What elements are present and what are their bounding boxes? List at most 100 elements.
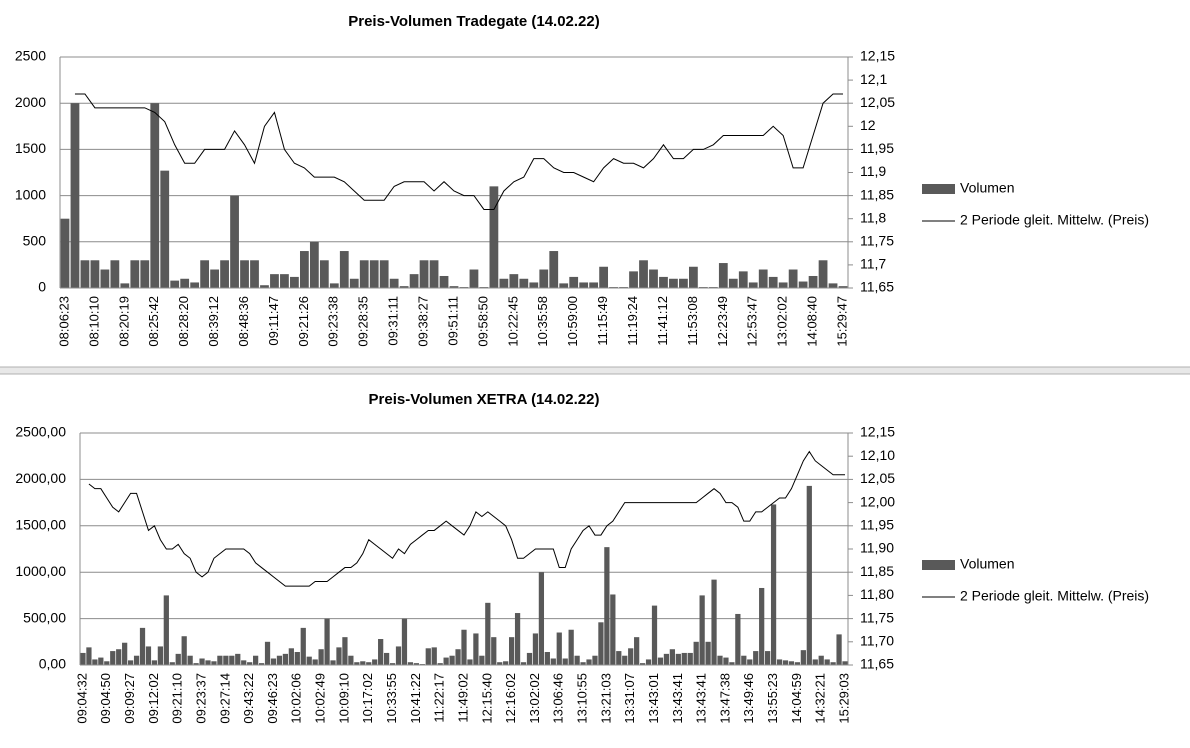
bar xyxy=(366,662,372,665)
bar xyxy=(728,278,738,288)
bar xyxy=(211,661,217,665)
bar xyxy=(449,655,455,665)
legend-label: Volumen xyxy=(960,556,1014,572)
splitter[interactable] xyxy=(0,367,1190,374)
x-tick-label: 10:02:49 xyxy=(313,673,328,724)
bar xyxy=(223,655,229,665)
legend-label: 2 Periode gleit. Mittelw. (Preis) xyxy=(960,212,1149,228)
bar xyxy=(359,260,369,288)
bar xyxy=(679,278,688,288)
bar xyxy=(395,646,402,665)
bar xyxy=(806,485,812,665)
y2-tick-label: 12,05 xyxy=(860,470,895,486)
bar xyxy=(329,283,339,288)
bar xyxy=(294,652,300,665)
bar xyxy=(473,633,479,665)
x-tick-label: 12:53:47 xyxy=(745,296,760,347)
bar xyxy=(270,658,277,665)
x-tick-label: 11:49:02 xyxy=(455,673,470,723)
bar xyxy=(199,658,205,665)
bar xyxy=(675,653,681,665)
bar xyxy=(409,274,419,288)
bar xyxy=(253,655,259,665)
bar xyxy=(181,636,187,665)
y2-tick-label: 12,1 xyxy=(860,71,887,87)
bar xyxy=(526,652,533,665)
y-tick-label: 1000,00 xyxy=(15,563,66,579)
x-tick-label: 08:06:23 xyxy=(56,296,71,347)
bar xyxy=(80,652,86,665)
x-tick-label: 09:21:10 xyxy=(170,673,185,724)
bar xyxy=(116,649,122,665)
bar xyxy=(378,639,384,665)
bar xyxy=(604,547,610,665)
bar xyxy=(104,661,110,665)
x-tick-label: 14:08:40 xyxy=(805,296,820,347)
bar xyxy=(599,266,609,288)
bar xyxy=(205,660,211,665)
y2-tick-label: 12,00 xyxy=(860,493,895,509)
bar xyxy=(260,285,269,288)
bar xyxy=(549,251,559,288)
bar xyxy=(467,659,473,665)
bar xyxy=(794,662,801,665)
x-tick-label: 11:41:12 xyxy=(655,296,670,346)
bar xyxy=(836,634,842,665)
x-tick-label: 10:22:45 xyxy=(505,296,520,347)
x-tick-label: 09:51:11 xyxy=(445,296,460,346)
x-tick-label: 11:22:17 xyxy=(432,673,447,723)
x-tick-label: 11:53:08 xyxy=(685,296,700,346)
y-tick-label: 2500,00 xyxy=(15,424,66,440)
bar xyxy=(299,251,309,288)
bar xyxy=(753,651,759,665)
x-tick-label: 09:43:22 xyxy=(241,673,256,724)
bar xyxy=(300,627,306,665)
y-tick-label: 500,00 xyxy=(23,609,66,625)
bar xyxy=(312,659,318,665)
bar xyxy=(693,641,699,665)
bar xyxy=(348,655,354,665)
bar xyxy=(431,647,437,665)
y-tick-label: 1500,00 xyxy=(15,517,66,533)
bar xyxy=(413,663,419,665)
x-tick-label: 08:48:36 xyxy=(236,296,251,347)
bar xyxy=(569,276,579,288)
x-tick-label: 13:49:46 xyxy=(741,673,756,724)
bar xyxy=(339,251,349,288)
bar xyxy=(818,655,824,665)
bar xyxy=(556,632,562,665)
bar xyxy=(824,659,830,665)
bar xyxy=(389,278,399,288)
y-tick-label: 0,00 xyxy=(39,656,66,672)
y2-tick-label: 11,80 xyxy=(860,586,894,602)
bar xyxy=(485,602,491,665)
x-tick-label: 10:02:06 xyxy=(289,673,304,724)
x-tick-label: 13:31:07 xyxy=(622,673,637,724)
bar xyxy=(765,651,771,665)
bar xyxy=(741,655,747,665)
bar xyxy=(160,170,170,288)
bar xyxy=(70,103,80,288)
bar xyxy=(175,653,181,665)
bar xyxy=(778,282,788,288)
bar xyxy=(634,637,640,665)
bar xyxy=(562,658,568,665)
y-tick-label: 2000,00 xyxy=(15,470,66,486)
bar xyxy=(247,662,253,665)
x-tick-label: 09:38:27 xyxy=(416,296,431,347)
x-tick-label: 12:23:49 xyxy=(715,296,730,347)
x-tick-label: 10:35:58 xyxy=(535,296,550,347)
bar xyxy=(288,648,294,665)
x-tick-label: 14:32:21 xyxy=(813,673,828,724)
bar xyxy=(689,266,698,288)
x-tick-label: 13:02:02 xyxy=(775,296,790,347)
bar xyxy=(747,659,753,665)
bar xyxy=(150,103,160,288)
bar xyxy=(469,269,479,288)
line xyxy=(74,93,844,210)
bar xyxy=(830,662,836,665)
bar xyxy=(100,269,110,288)
bar xyxy=(407,662,414,665)
bar xyxy=(140,260,150,288)
bar xyxy=(241,660,247,665)
